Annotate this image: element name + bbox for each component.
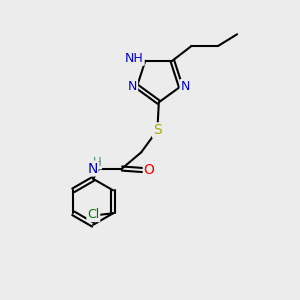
Text: S: S [153, 123, 162, 137]
Text: NH: NH [125, 52, 144, 65]
Text: Cl: Cl [87, 208, 100, 221]
Text: N: N [128, 80, 137, 93]
Text: N: N [180, 80, 190, 93]
Text: O: O [144, 163, 154, 177]
Text: H: H [93, 156, 101, 169]
Text: N: N [87, 161, 98, 176]
